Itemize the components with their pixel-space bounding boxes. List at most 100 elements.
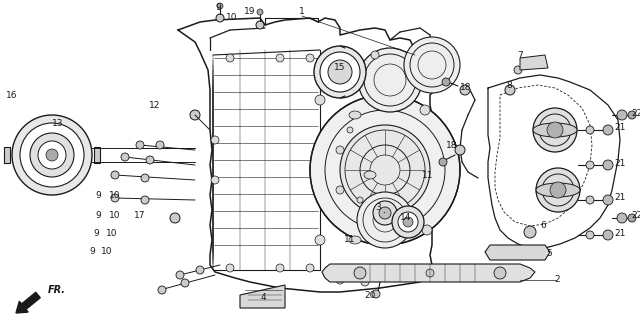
Ellipse shape — [349, 236, 361, 244]
Circle shape — [354, 267, 366, 279]
Ellipse shape — [349, 111, 361, 119]
Circle shape — [442, 78, 450, 86]
Circle shape — [603, 230, 613, 240]
Polygon shape — [485, 245, 550, 260]
Polygon shape — [520, 55, 548, 70]
Text: 9: 9 — [215, 4, 221, 12]
Circle shape — [217, 3, 223, 9]
Circle shape — [336, 276, 344, 284]
Circle shape — [617, 213, 627, 223]
Ellipse shape — [533, 123, 577, 137]
Circle shape — [392, 206, 424, 238]
Text: 2: 2 — [554, 276, 560, 284]
Circle shape — [328, 60, 352, 84]
Circle shape — [226, 264, 234, 272]
Text: 3: 3 — [375, 204, 381, 212]
Circle shape — [12, 115, 92, 195]
Text: 7: 7 — [517, 52, 523, 60]
Circle shape — [136, 141, 144, 149]
Circle shape — [216, 14, 224, 22]
Text: 4: 4 — [260, 293, 266, 302]
Circle shape — [158, 286, 166, 294]
Circle shape — [422, 225, 432, 235]
Text: 14: 14 — [400, 213, 412, 222]
Text: 18: 18 — [460, 83, 472, 92]
Text: 22: 22 — [632, 108, 640, 117]
Text: 21: 21 — [614, 158, 626, 167]
Circle shape — [361, 278, 369, 286]
Circle shape — [146, 156, 154, 164]
Circle shape — [30, 133, 74, 177]
Text: 22: 22 — [632, 212, 640, 220]
Circle shape — [346, 51, 354, 59]
Circle shape — [420, 105, 430, 115]
Circle shape — [211, 176, 219, 184]
Circle shape — [176, 271, 184, 279]
Text: 16: 16 — [6, 91, 18, 100]
Circle shape — [46, 149, 58, 161]
Circle shape — [547, 122, 563, 138]
Circle shape — [336, 146, 344, 154]
Circle shape — [586, 196, 594, 204]
Text: 10: 10 — [109, 191, 121, 201]
Circle shape — [347, 127, 353, 133]
Circle shape — [358, 48, 422, 112]
Circle shape — [494, 267, 506, 279]
Polygon shape — [4, 147, 10, 163]
Circle shape — [306, 264, 314, 272]
Circle shape — [455, 145, 465, 155]
Circle shape — [505, 85, 515, 95]
Circle shape — [586, 126, 594, 134]
Circle shape — [403, 217, 413, 227]
Circle shape — [306, 54, 314, 62]
Circle shape — [20, 123, 84, 187]
Text: 10: 10 — [227, 12, 237, 21]
Circle shape — [371, 51, 379, 59]
Text: 12: 12 — [149, 100, 161, 109]
Text: FR.: FR. — [48, 285, 66, 295]
Circle shape — [315, 95, 325, 105]
Text: 10: 10 — [101, 247, 113, 257]
Text: 19: 19 — [244, 7, 256, 17]
Circle shape — [398, 212, 418, 232]
Circle shape — [190, 110, 200, 120]
Circle shape — [603, 125, 613, 135]
Circle shape — [586, 161, 594, 169]
Text: 11: 11 — [344, 236, 356, 244]
Circle shape — [336, 186, 344, 194]
Text: 20: 20 — [364, 291, 376, 300]
Text: 10: 10 — [109, 211, 121, 220]
Circle shape — [315, 235, 325, 245]
Circle shape — [628, 214, 636, 222]
Circle shape — [38, 141, 66, 169]
Ellipse shape — [364, 171, 376, 179]
Circle shape — [314, 46, 366, 98]
Polygon shape — [322, 264, 535, 282]
Text: 6: 6 — [540, 221, 546, 230]
Text: 17: 17 — [134, 211, 146, 220]
Polygon shape — [240, 285, 285, 308]
Circle shape — [310, 95, 460, 245]
Circle shape — [320, 52, 360, 92]
Circle shape — [357, 197, 363, 203]
Text: 5: 5 — [546, 250, 552, 259]
Circle shape — [617, 110, 627, 120]
Circle shape — [156, 141, 164, 149]
Circle shape — [533, 108, 577, 152]
Circle shape — [514, 66, 522, 74]
Circle shape — [256, 21, 264, 29]
Circle shape — [372, 290, 380, 298]
Text: 15: 15 — [334, 63, 346, 73]
Circle shape — [111, 194, 119, 202]
Text: 11: 11 — [422, 172, 434, 180]
Circle shape — [550, 182, 566, 198]
Circle shape — [460, 85, 470, 95]
Circle shape — [196, 266, 204, 274]
Text: 9: 9 — [95, 191, 101, 201]
Polygon shape — [94, 147, 100, 163]
Circle shape — [439, 158, 447, 166]
Circle shape — [524, 226, 536, 238]
Circle shape — [603, 160, 613, 170]
Circle shape — [121, 153, 129, 161]
Circle shape — [586, 231, 594, 239]
